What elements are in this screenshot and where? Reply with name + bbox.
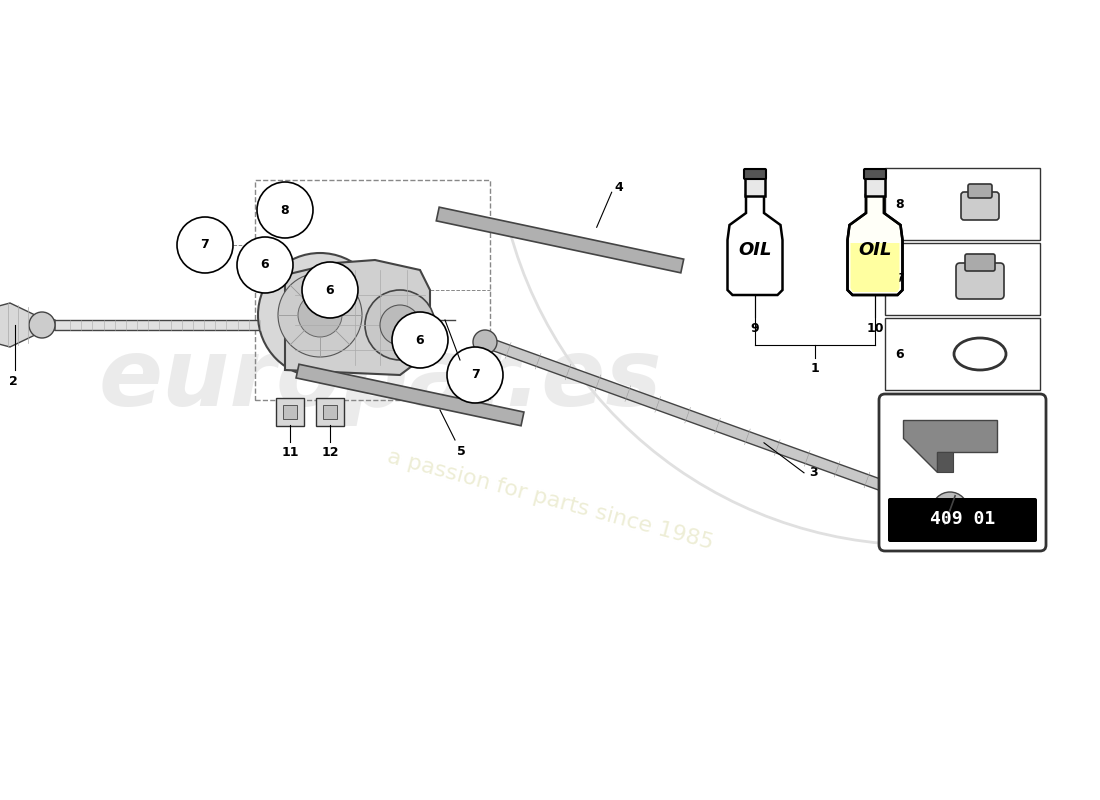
- FancyBboxPatch shape: [316, 398, 344, 426]
- Circle shape: [236, 237, 293, 293]
- Polygon shape: [0, 303, 55, 347]
- Polygon shape: [903, 420, 997, 472]
- Text: 2: 2: [9, 375, 18, 388]
- Circle shape: [177, 217, 233, 273]
- Text: 3: 3: [808, 466, 817, 479]
- FancyBboxPatch shape: [888, 498, 1037, 542]
- Text: europar.es: europar.es: [98, 334, 662, 426]
- FancyBboxPatch shape: [961, 192, 999, 220]
- Polygon shape: [437, 207, 684, 273]
- Text: 7: 7: [895, 273, 904, 286]
- Text: 7: 7: [200, 238, 209, 251]
- Text: 10: 10: [867, 322, 883, 335]
- Circle shape: [258, 253, 382, 377]
- Text: 1: 1: [811, 362, 819, 375]
- Circle shape: [29, 312, 55, 338]
- Polygon shape: [727, 195, 782, 295]
- Text: 6: 6: [326, 283, 334, 297]
- FancyBboxPatch shape: [865, 176, 886, 196]
- FancyBboxPatch shape: [276, 398, 304, 426]
- Text: 4: 4: [615, 181, 624, 194]
- FancyBboxPatch shape: [879, 394, 1046, 551]
- Polygon shape: [55, 320, 275, 330]
- Text: 7: 7: [471, 369, 480, 382]
- Bar: [886, 168, 1040, 240]
- Polygon shape: [285, 260, 430, 375]
- FancyBboxPatch shape: [323, 405, 337, 419]
- Text: OIL: OIL: [738, 241, 772, 259]
- Bar: [886, 318, 1040, 390]
- Circle shape: [379, 305, 420, 345]
- Text: 8: 8: [895, 198, 903, 210]
- Text: 12: 12: [321, 446, 339, 459]
- Text: 6: 6: [416, 334, 425, 346]
- Text: a passion for parts since 1985: a passion for parts since 1985: [385, 446, 715, 554]
- FancyBboxPatch shape: [968, 184, 992, 198]
- FancyBboxPatch shape: [745, 176, 764, 196]
- Text: 1: 1: [463, 363, 472, 376]
- Bar: [255, 180, 490, 400]
- Polygon shape: [847, 195, 902, 295]
- Text: 9: 9: [750, 322, 759, 335]
- Polygon shape: [296, 364, 524, 426]
- Bar: [886, 243, 1040, 315]
- Polygon shape: [483, 337, 952, 515]
- Text: 8: 8: [280, 203, 289, 217]
- FancyBboxPatch shape: [864, 169, 886, 179]
- Polygon shape: [937, 452, 953, 472]
- Circle shape: [278, 273, 362, 357]
- FancyBboxPatch shape: [744, 169, 766, 179]
- FancyBboxPatch shape: [956, 263, 1004, 299]
- Circle shape: [302, 262, 358, 318]
- Circle shape: [257, 182, 314, 238]
- Text: OIL: OIL: [858, 241, 892, 259]
- Circle shape: [298, 293, 342, 337]
- Text: 6: 6: [895, 347, 903, 361]
- Circle shape: [447, 347, 503, 403]
- FancyBboxPatch shape: [283, 405, 297, 419]
- Polygon shape: [850, 243, 900, 292]
- Circle shape: [473, 330, 497, 354]
- Circle shape: [932, 492, 968, 528]
- Circle shape: [392, 312, 448, 368]
- Circle shape: [365, 290, 435, 360]
- Text: 11: 11: [282, 446, 299, 459]
- Text: 5: 5: [456, 445, 465, 458]
- Text: 6: 6: [261, 258, 270, 271]
- FancyBboxPatch shape: [965, 254, 996, 271]
- Text: 409 01: 409 01: [930, 510, 996, 528]
